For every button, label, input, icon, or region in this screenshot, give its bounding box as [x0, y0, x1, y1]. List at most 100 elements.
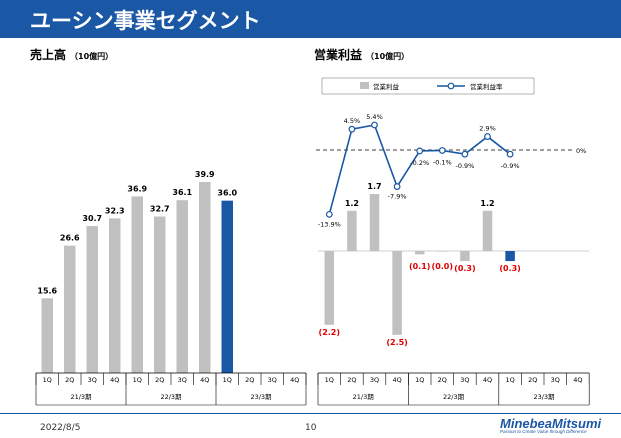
sales-category-label: 3Q: [88, 376, 97, 384]
sales-group-label: 22/3期: [160, 393, 182, 401]
page-title: ユーシン事業セグメント: [30, 9, 261, 33]
sales-category-label: 1Q: [43, 376, 52, 384]
sales-data-label: 26.6: [60, 234, 80, 243]
profit-data-label: 1.7: [367, 182, 381, 191]
profit-data-label: 1.2: [480, 199, 494, 208]
logo-tagline: Passion to Create Value through Differen…: [500, 429, 587, 434]
profit-bar: [505, 251, 515, 262]
legend-line-label: 営業利益率: [470, 82, 503, 91]
sales-group-label: 21/3期: [70, 393, 92, 401]
legend-bar-swatch: [360, 82, 369, 89]
profit-data-label: (0.0): [432, 262, 453, 271]
sales-bar: [64, 245, 76, 373]
profit-bar: [347, 210, 357, 251]
sales-category-label: 4Q: [290, 376, 299, 384]
profit-group-label: 22/3期: [443, 393, 465, 401]
sales-title-text: 売上高: [30, 48, 67, 62]
logo-text: MinebeaMitsumi: [500, 416, 602, 431]
profit-category-label: 1Q: [505, 376, 514, 384]
legend-line-marker: [447, 82, 455, 90]
profit-data-label: (2.2): [319, 328, 340, 337]
sales-unit: （10億円）: [70, 52, 114, 61]
sales-bar: [41, 298, 53, 373]
profit-group-label: 23/3期: [533, 393, 555, 401]
page-number: 10: [305, 423, 317, 433]
sales-panel-title: 売上高 （10億円）: [30, 46, 113, 63]
profit-category-label: 2Q: [347, 376, 356, 384]
profit-category-label: 3Q: [551, 376, 560, 384]
sales-data-label: 32.3: [105, 206, 125, 215]
profit-category-label: 4Q: [483, 376, 492, 384]
profit-category-label: 3Q: [460, 376, 469, 384]
profit-category-label: 2Q: [528, 376, 537, 384]
profit-data-label: (0.3): [499, 264, 520, 273]
margin-point: [461, 150, 469, 158]
sales-bar: [86, 226, 98, 373]
margin-data-label: 5.4%: [366, 113, 383, 121]
profit-category-label: 3Q: [370, 376, 379, 384]
margin-data-label: -0.2%: [410, 159, 429, 167]
sales-category-label: 2Q: [155, 376, 164, 384]
footer-date: 2022/8/5: [40, 423, 81, 433]
margin-point: [416, 147, 424, 155]
sales-data-label: 15.6: [37, 286, 57, 295]
sales-group-label: 23/3期: [250, 393, 272, 401]
sales-data-label: 36.1: [172, 188, 192, 197]
sales-bar: [176, 200, 188, 373]
legend-bar-label: 営業利益: [373, 82, 400, 91]
sales-data-label: 36.9: [127, 184, 147, 193]
margin-data-label: -0.9%: [455, 162, 474, 170]
company-logo: MinebeaMitsumi Passion to Create Value t…: [500, 416, 601, 434]
sales-data-label: 39.9: [195, 170, 215, 179]
profit-bar: [392, 251, 402, 335]
profit-category-label: 2Q: [438, 376, 447, 384]
sales-category-label: 2Q: [65, 376, 74, 384]
legend-box: [321, 77, 535, 95]
profit-bar: [324, 251, 335, 325]
profit-panel-title: 営業利益 （10億円）: [314, 46, 409, 63]
profit-bar: [437, 251, 448, 252]
margin-data-label: -13.9%: [318, 220, 341, 228]
sales-bar: [221, 200, 233, 373]
margin-point: [393, 183, 401, 190]
profit-bar: [460, 251, 470, 262]
margin-point: [438, 147, 446, 154]
margin-point: [371, 121, 378, 129]
sales-data-label: 32.7: [150, 204, 170, 213]
profit-category-label: 4Q: [392, 376, 401, 384]
sales-bar: [109, 218, 121, 373]
sales-category-label: 4Q: [110, 376, 119, 384]
profit-data-label: (0.3): [454, 264, 475, 273]
margin-point: [348, 125, 356, 133]
margin-point: [506, 150, 514, 158]
profit-bar: [369, 194, 380, 251]
margin-data-label: -7.9%: [388, 193, 407, 201]
profit-group-label: 21/3期: [353, 393, 375, 401]
sales-category-label: 3Q: [268, 376, 277, 384]
footer-line: [0, 413, 621, 414]
sales-category-label: 4Q: [200, 376, 209, 384]
sales-category-label: 3Q: [178, 376, 187, 384]
sales-category-label: 2Q: [245, 376, 254, 384]
profit-data-label: (0.1): [409, 262, 430, 271]
profit-category-label: 1Q: [325, 376, 334, 384]
sales-bar: [131, 196, 143, 373]
profit-title-text: 営業利益: [314, 48, 363, 62]
sales-data-label: 30.7: [82, 214, 102, 223]
sales-data-label: 36.0: [217, 189, 237, 198]
margin-zero-label: 0%: [576, 147, 586, 155]
profit-category-label: 4Q: [573, 376, 582, 384]
margin-data-label: -0.1%: [433, 158, 452, 166]
margin-data-label: 4.5%: [344, 117, 361, 125]
sales-category-label: 1Q: [133, 376, 142, 384]
title-bar: [0, 0, 621, 38]
profit-bar: [482, 210, 493, 251]
profit-data-label: 1.2: [345, 199, 359, 208]
profit-category-label: 1Q: [415, 376, 424, 384]
sales-category-label: 1Q: [223, 376, 232, 384]
sales-bar: [154, 216, 166, 373]
profit-bar: [414, 251, 425, 255]
profit-unit: （10億円）: [366, 52, 410, 61]
profit-data-label: (2.5): [386, 338, 407, 347]
